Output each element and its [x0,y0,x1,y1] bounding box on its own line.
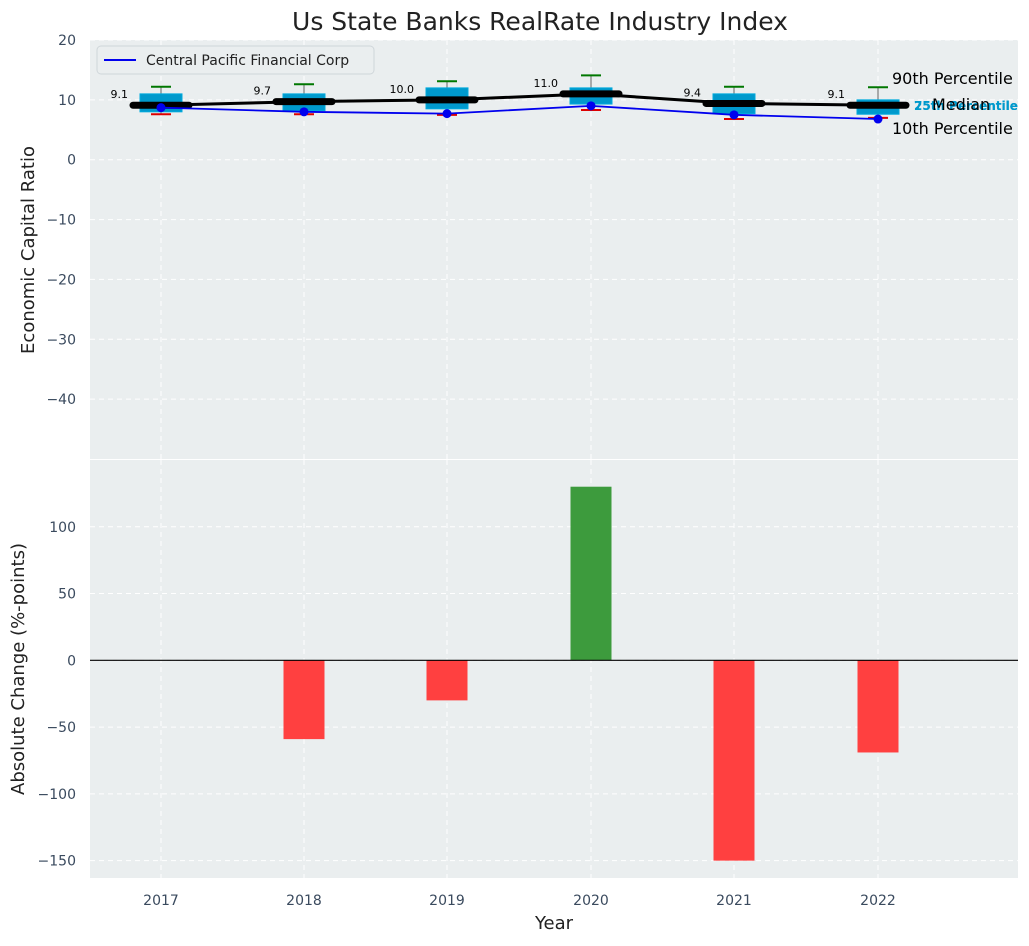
annotation-p75: 75th Percentile [914,99,1018,113]
annotation-p90: 90th Percentile [892,69,1013,88]
x-tick-label: 2018 [286,893,322,909]
company-series-point [299,107,309,117]
annotation-p25: 25th Percentile [914,99,1018,113]
median-value-label: 9.7 [254,85,272,98]
top-y-tick-label: −10 [46,213,76,229]
top-y-axis-label: Economic Capital Ratio [18,146,39,354]
top-y-tick-label: −40 [46,392,76,408]
top-y-tick-label: 20 [58,33,76,49]
legend-box [96,45,375,75]
bottom-y-axis-label: Absolute Change (%-points) [8,543,29,795]
change-bar [713,660,755,861]
median-value-label: 11.0 [534,77,559,90]
top-y-tick-label: −20 [46,272,76,288]
company-series-point [873,114,883,124]
x-tick-label: 2019 [429,893,465,909]
change-bar [426,660,468,701]
x-tick-label: 2020 [573,893,609,909]
x-tick-label: 2022 [860,893,896,909]
legend-label: Central Pacific Financial Corp [146,53,349,69]
company-series-point [729,110,739,120]
x-tick-label: 2017 [143,893,179,909]
top-y-tick-label: 10 [58,93,76,109]
annotation-median: Median [932,95,990,114]
x-tick-label: 2021 [716,893,752,909]
company-series-line [160,104,879,120]
median-value-label: 10.0 [390,83,415,96]
bottom-y-tick-label: −150 [38,854,76,870]
median-value-label: 9.4 [684,86,702,99]
median-value-label: 9.1 [828,88,846,101]
company-series-point [586,101,596,111]
change-bar [857,660,899,753]
x-axis-label: Year [534,913,574,934]
top-panel: 20 10 0 −10 −20 −30 −40 9.1 9.7 10.0 11.0 9.4 9.1 [46,33,1018,459]
bottom-y-tick-label: 0 [67,653,76,669]
company-series-point [442,109,452,119]
company-series-point [156,103,166,113]
bottom-y-tick-label: 50 [58,587,76,603]
change-bar [570,486,612,661]
chart-title: Us State Banks RealRate Industry Index [292,7,788,36]
legend[interactable]: Central Pacific Financial Corp [96,45,375,75]
bottom-y-tick-label: 100 [49,520,76,536]
bottom-y-tick-label: −100 [38,787,76,803]
median-value-label: 9.1 [111,88,129,101]
bottom-y-tick-label: −50 [46,720,76,736]
top-y-tick-label: 0 [67,153,76,169]
annotation-p10: 10th Percentile [892,119,1013,138]
change-bar [283,660,325,740]
top-y-tick-label: −30 [46,332,76,348]
bottom-panel: 100 50 0 −50 −100 −150 2017 2018 2019 2020 2021 202… [38,460,1018,909]
